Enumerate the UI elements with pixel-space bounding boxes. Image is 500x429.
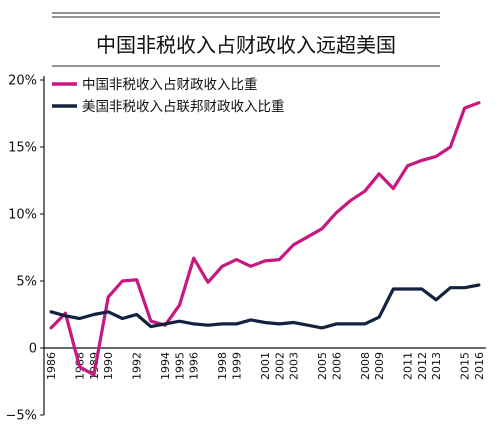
- x-tick-label: 2016: [473, 352, 486, 380]
- y-tick-label: 20%: [8, 74, 37, 89]
- series-layer: [49, 101, 481, 377]
- y-tick-label: 0: [29, 342, 37, 357]
- x-tick-label: 2005: [316, 352, 329, 380]
- legend-label-china: 中国非税收入占财政收入比重: [82, 77, 258, 93]
- x-tick-label: 1986: [45, 352, 58, 380]
- legend-label-us: 美国非税收入占联邦财政收入比重: [82, 99, 285, 115]
- x-tick-label: 1994: [159, 352, 172, 380]
- series-line-0: [49, 101, 481, 377]
- x-tick-label: 2015: [459, 352, 472, 380]
- x-tick-label: 2001: [259, 352, 272, 380]
- chart-title: 中国非税收入占财政收入远超美国: [96, 33, 396, 57]
- y-tick-label: −5%: [5, 409, 37, 424]
- x-tick-label: 2002: [273, 352, 286, 380]
- x-tick-label: 2006: [330, 352, 343, 380]
- y-tick-label: 15%: [8, 141, 37, 156]
- legend: 中国非税收入占财政收入比重 美国非税收入占联邦财政收入比重: [52, 77, 285, 115]
- axes: −5%05%10%15%20%1986 1988 1989 1990 1992 1994 1…: [5, 74, 486, 424]
- series-line-1: [49, 283, 481, 330]
- x-tick-label: 2008: [359, 352, 372, 380]
- x-tick-label: 2012: [416, 352, 429, 380]
- y-tick-label: 5%: [16, 275, 37, 290]
- x-tick-label: 2009: [373, 352, 386, 380]
- x-tick-label: 1996: [188, 352, 201, 380]
- x-tick-label: 1998: [216, 352, 229, 380]
- x-tick-label: 1990: [102, 352, 115, 380]
- y-tick-label: 10%: [8, 208, 37, 223]
- x-tick-label: 2013: [430, 352, 443, 380]
- x-tick-label: 1999: [230, 352, 243, 380]
- x-tick-label: 1995: [173, 352, 186, 380]
- x-tick-label: 2011: [402, 352, 415, 380]
- x-tick-label: 1992: [131, 352, 144, 380]
- x-tick-label: 2003: [288, 352, 301, 380]
